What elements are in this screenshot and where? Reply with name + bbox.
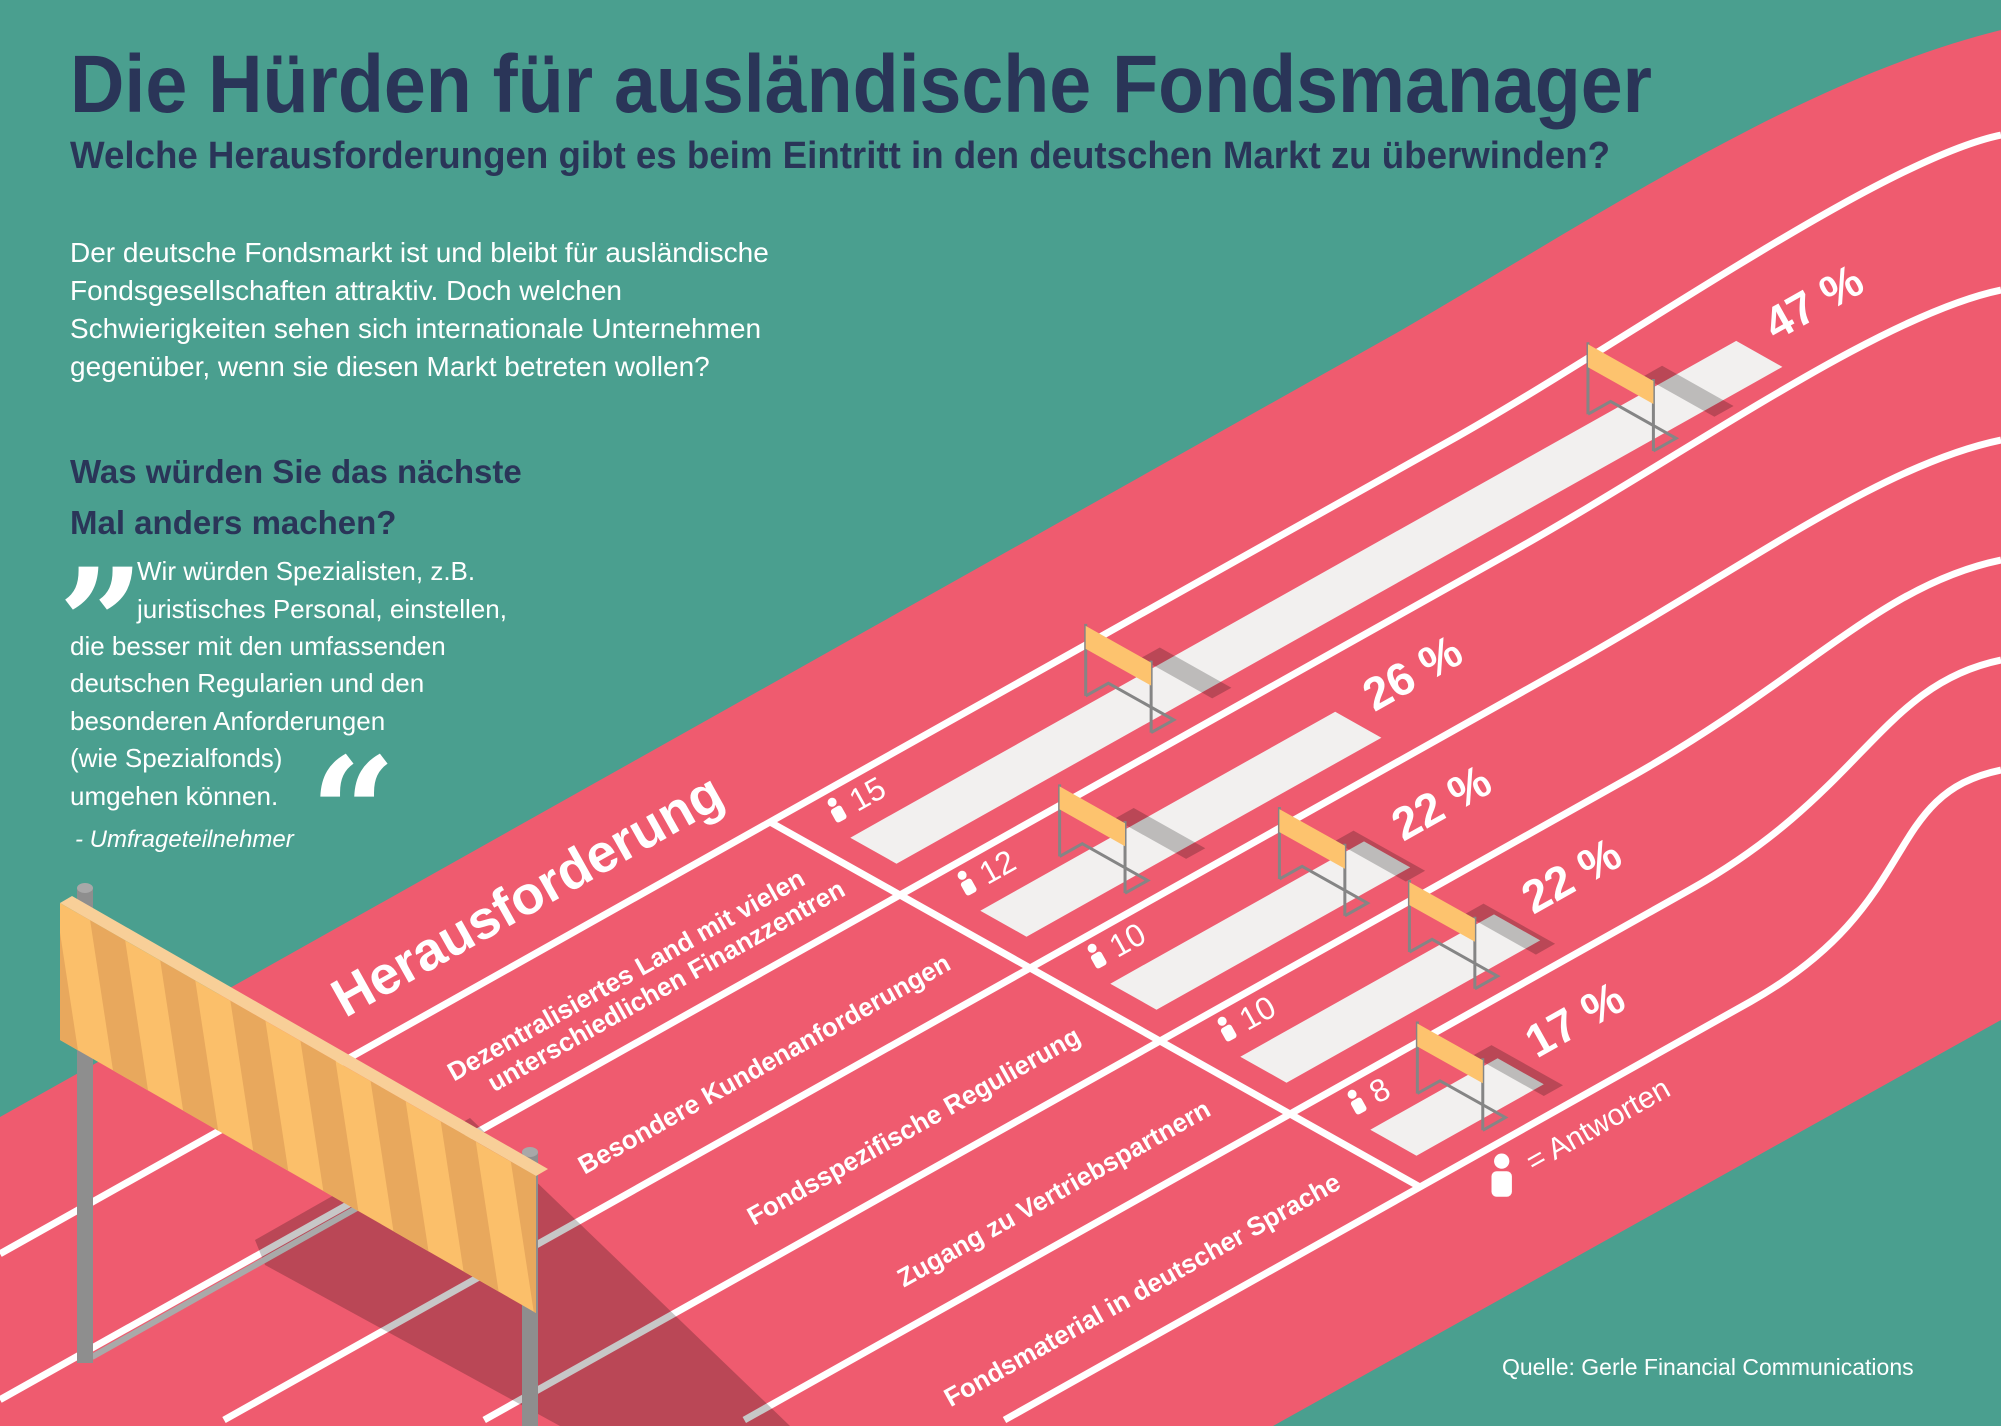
bar [850, 340, 1783, 864]
hurdle-feet [1278, 864, 1371, 918]
quote-line: (wie Spezialfonds) [70, 743, 282, 773]
person-icon-head [957, 870, 967, 880]
lane-line [0, 131, 2001, 1257]
question-line: Mal anders machen? [70, 504, 396, 541]
source-note: Quelle: Gerle Financial Communications [1502, 1354, 1914, 1380]
person-icon-body [1090, 951, 1107, 969]
open-quote-mark: ” [58, 536, 144, 712]
hurdle-feet [1058, 841, 1151, 895]
person-icon-head [1347, 1089, 1357, 1099]
person-icon [1087, 943, 1107, 969]
person-icon-body [1220, 1024, 1237, 1042]
quote-line: umgehen können. [70, 781, 278, 811]
hurdle-board [1588, 344, 1654, 404]
lane-lines [0, 131, 2001, 1424]
quote-attribution: - Umfrageteilnehmer [75, 826, 295, 853]
quote-line: Wir würden Spezialisten, z.B. [137, 556, 475, 586]
person-icon [827, 797, 847, 823]
person-icon-body [830, 805, 847, 823]
person-icon-head [827, 797, 837, 807]
quote-line: die besser mit den umfassenden [70, 631, 446, 661]
small-hurdle [1058, 784, 1206, 895]
hurdle-board [1279, 809, 1345, 869]
hurdle-shadow [1642, 365, 1734, 417]
start-line [768, 818, 1422, 1191]
small-hurdle [1415, 1021, 1563, 1132]
small-hurdle [1084, 623, 1232, 734]
person-icon [1491, 1153, 1512, 1197]
legend [1491, 1153, 1512, 1197]
bar [980, 711, 1382, 937]
hurdle-feet [1587, 399, 1680, 453]
page-title: Die Hürden für ausländische Fondsmanager [70, 39, 1652, 130]
hurdle-shadow [1114, 808, 1206, 859]
person-icon [1217, 1016, 1237, 1042]
hurdle-feet [1084, 681, 1177, 734]
hurdle-shadow [1464, 903, 1556, 955]
person-icon-body [1491, 1171, 1512, 1197]
person-icon [957, 870, 977, 896]
quote-line: deutschen Regularien und den [70, 668, 424, 698]
close-quote-mark: “ [310, 725, 396, 901]
intro-line: gegenüber, wenn sie diesen Markt betrete… [70, 351, 710, 382]
hurdle-foot-bar [90, 1192, 382, 1360]
hurdle-shadow [1472, 1045, 1563, 1096]
person-icon-body [960, 878, 977, 896]
hurdle-board [1417, 1023, 1483, 1084]
hurdle-feet [1416, 1079, 1509, 1132]
hurdle-post-cap [522, 1147, 538, 1157]
lane-line [742, 656, 2001, 1424]
small-hurdle [1586, 342, 1734, 453]
hurdle-shadow [1334, 830, 1426, 882]
quote-line: besonderen Anforderungen [70, 706, 385, 736]
hurdle-post-cap [77, 883, 93, 893]
page-subtitle: Welche Herausforderungen gibt es beim Ei… [70, 135, 1610, 177]
hurdle-board [1409, 882, 1475, 942]
lane-line [0, 286, 2001, 1403]
quote-block: ” Wir würden Spezialisten, z.B. juristis… [58, 536, 507, 901]
lane-line [1002, 766, 2001, 1424]
intro-line: Der deutsche Fondsmarkt ist und bleibt f… [70, 237, 769, 268]
lane-line [222, 436, 2001, 1424]
question-heading: Was würden Sie das nächste Mal anders ma… [70, 453, 522, 541]
person-icon-body [1350, 1097, 1367, 1115]
intro-line: Fondsgesellschaften attraktiv. Doch welc… [70, 275, 622, 306]
small-hurdle [1407, 880, 1556, 991]
quote-line: juristisches Personal, einstellen, [136, 594, 507, 624]
intro-paragraph: Der deutsche Fondsmarkt ist und bleibt f… [70, 237, 769, 382]
hurdle-board-top [60, 896, 548, 1176]
hurdle-board [1059, 786, 1125, 847]
lane-line [482, 556, 2001, 1424]
hurdle-shadow [1140, 647, 1232, 699]
hurdle-feet [1408, 937, 1501, 991]
person-icon-head [1217, 1016, 1227, 1026]
bar [1370, 1058, 1544, 1156]
intro-line: Schwierigkeiten sehen sich international… [70, 313, 761, 344]
small-hurdle [1277, 807, 1426, 918]
person-icon [1347, 1089, 1367, 1115]
question-line: Was würden Sie das nächste [70, 453, 522, 490]
hurdle-board [1085, 625, 1152, 686]
person-icon-head [1494, 1153, 1510, 1169]
person-icon-head [1087, 943, 1097, 953]
